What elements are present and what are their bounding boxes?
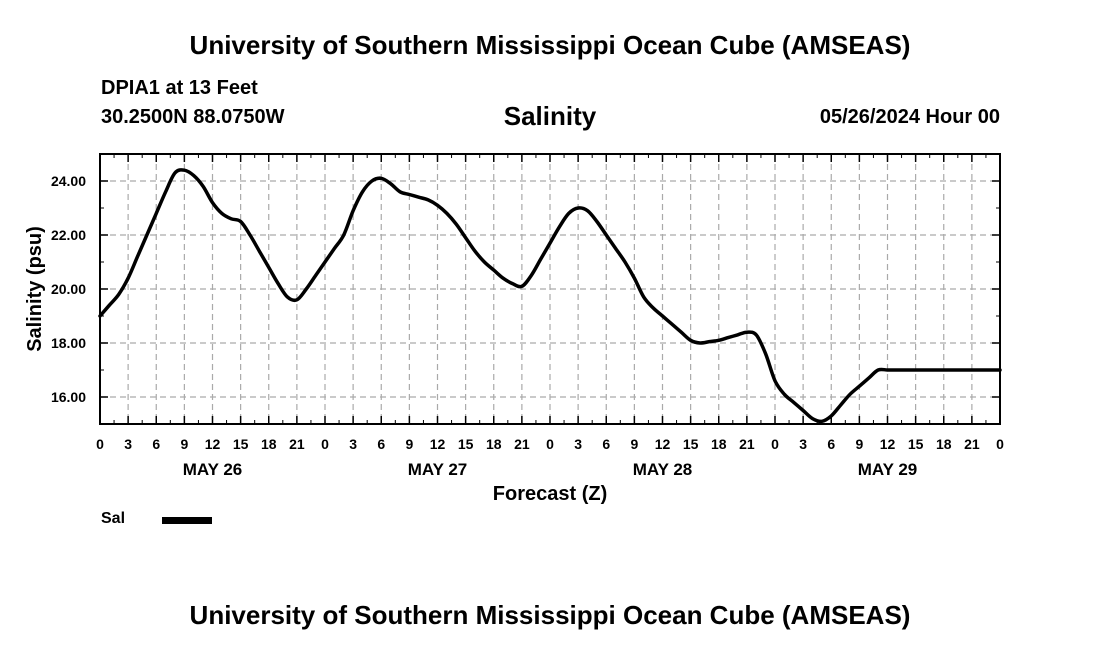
plot-frame xyxy=(99,153,1001,425)
series-line-sal xyxy=(98,168,1002,424)
x-tick-label: 18 xyxy=(261,436,277,452)
x-tick-label: 3 xyxy=(799,436,807,452)
x-tick-label: 15 xyxy=(458,436,474,452)
y-tick-label: 16.00 xyxy=(51,389,86,405)
legend-label-sal: Sal xyxy=(101,510,126,527)
x-tick-label: 9 xyxy=(855,436,863,452)
x-tick-label: 9 xyxy=(405,436,413,452)
x-tick-label: 12 xyxy=(880,436,896,452)
y-axis-title: Salinity (psu) xyxy=(24,226,46,352)
x-tick-label: 0 xyxy=(546,436,554,452)
x-tick-label: 6 xyxy=(827,436,835,452)
x-tick-label: 6 xyxy=(602,436,610,452)
x-tick-label: 3 xyxy=(574,436,582,452)
y-tick-label: 22.00 xyxy=(51,227,86,243)
x-tick-label: 6 xyxy=(152,436,160,452)
x-tick-label: 9 xyxy=(630,436,638,452)
x-day-label: MAY 28 xyxy=(633,460,693,479)
x-tick-label: 0 xyxy=(771,436,779,452)
x-tick-label: 0 xyxy=(321,436,329,452)
x-tick-label: 15 xyxy=(683,436,699,452)
x-tick-label: 9 xyxy=(180,436,188,452)
x-day-label: MAY 27 xyxy=(408,460,468,479)
x-tick-label: 21 xyxy=(514,436,530,452)
x-tick-label: 3 xyxy=(349,436,357,452)
x-tick-label: 12 xyxy=(430,436,446,452)
chart-subtitle: Salinity xyxy=(503,101,597,131)
x-tick-label: 18 xyxy=(486,436,502,452)
x-tick-label: 15 xyxy=(908,436,924,452)
y-tick-label: 24.00 xyxy=(51,173,86,189)
x-tick-label: 0 xyxy=(96,436,104,452)
x-tick-label: 0 xyxy=(996,436,1004,452)
x-tick-label: 3 xyxy=(124,436,132,452)
station-label: DPIA1 at 13 Feet xyxy=(101,77,258,99)
station-coordinates: 30.2500N 88.0750W xyxy=(101,106,285,128)
y-tick-label: 20.00 xyxy=(51,281,86,297)
chart-title-top: University of Southern Mississippi Ocean… xyxy=(189,30,911,60)
x-tick-label: 18 xyxy=(711,436,727,452)
x-tick-label: 15 xyxy=(233,436,249,452)
x-axis-title: Forecast (Z) xyxy=(493,483,607,505)
x-tick-label: 12 xyxy=(655,436,671,452)
x-tick-label: 12 xyxy=(205,436,221,452)
grid-layer xyxy=(100,154,1000,424)
x-tick-label: 21 xyxy=(289,436,305,452)
forecast-datetime: 05/26/2024 Hour 00 xyxy=(819,106,1000,128)
x-tick-label: 6 xyxy=(377,436,385,452)
x-tick-label: 21 xyxy=(739,436,755,452)
x-tick-label: 18 xyxy=(936,436,952,452)
x-day-label: MAY 29 xyxy=(858,460,918,479)
chart-title-bottom: University of Southern Mississippi Ocean… xyxy=(189,600,911,630)
y-tick-label: 18.00 xyxy=(51,335,86,351)
x-day-label: MAY 26 xyxy=(183,460,243,479)
legend-swatch-sal xyxy=(162,517,212,524)
label-layer: 0 3 6 9 12 15 18 21 0 3 6 9 12 15 18 21 0 3 6 9 12 15 18 21 0 3 6 9… xyxy=(51,173,1004,479)
x-tick-label: 21 xyxy=(964,436,980,452)
